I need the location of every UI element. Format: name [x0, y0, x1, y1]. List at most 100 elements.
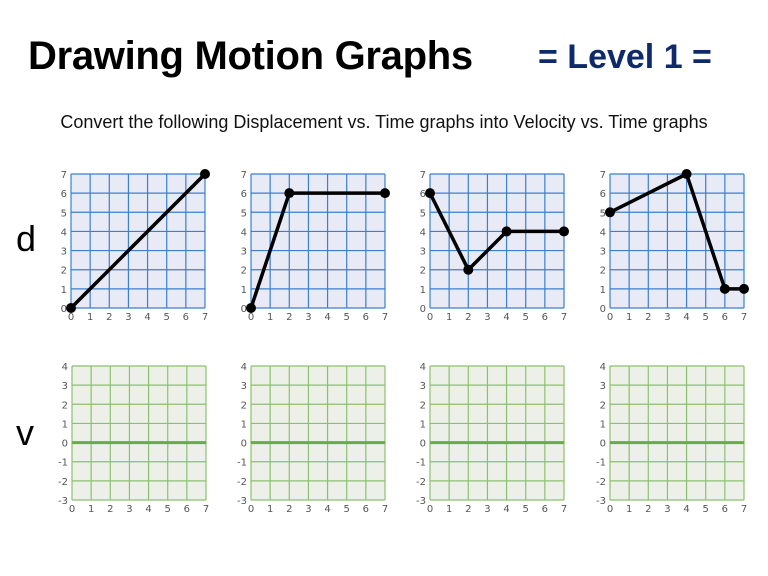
y-tick-label: 0	[61, 304, 67, 315]
y-tick-label: -3	[237, 496, 247, 507]
x-tick-label: 0	[427, 504, 433, 515]
x-tick-label: 6	[183, 312, 189, 323]
velocity-graph-1[interactable]: 0 1 2 3 4 5 6 7 -3 -2 -1 0 1 2 3 4	[58, 362, 209, 515]
velocity-graph-4[interactable]: 0 1 2 3 4 5 6 7 -3 -2 -1 0 1 2 3 4	[596, 362, 747, 515]
x-tick-label: 5	[703, 504, 709, 515]
x-tick-label: 2	[286, 312, 292, 323]
x-tick-label: 6	[542, 312, 548, 323]
y-tick-label: -2	[596, 477, 606, 488]
velocity-plot[interactable]: 0 1 2 3 4 5 6 7 -3 -2 -1 0 1 2 3 4	[596, 362, 747, 515]
displacement-plot: 0 1 2 3 4 5 6 7 0 1 2 3 4 5 6 7	[600, 169, 749, 323]
y-tick-label: 1	[600, 419, 606, 430]
data-line	[428, 192, 564, 272]
x-tick-label: 2	[465, 312, 471, 323]
x-tick-label: 2	[645, 504, 651, 515]
y-tick-label: 7	[61, 170, 67, 181]
y-tick-label: 3	[420, 381, 426, 392]
y-tick-label: 7	[600, 170, 606, 181]
x-tick-label: 0	[248, 504, 254, 515]
y-tick-label: 6	[420, 189, 426, 200]
y-tick-label: 0	[420, 439, 426, 450]
y-tick-label: 3	[241, 381, 247, 392]
y-tick-label: 0	[420, 304, 426, 315]
plot-area	[610, 366, 744, 500]
data-point	[739, 283, 749, 294]
x-tick-label: 2	[106, 312, 112, 323]
x-tick-label: 4	[144, 312, 150, 323]
y-tick-label: 4	[420, 362, 426, 373]
y-tick-label: -3	[416, 496, 426, 507]
x-tick-label: 5	[523, 312, 529, 323]
y-tick-label: 1	[62, 419, 68, 430]
x-tick-label: 7	[203, 504, 209, 515]
y-tick-label: 3	[62, 381, 68, 392]
data-point	[605, 207, 615, 218]
x-tick-label: 3	[125, 312, 131, 323]
x-tick-label: 5	[523, 504, 529, 515]
y-tick-label: 0	[241, 304, 247, 315]
y-tick-label: 1	[420, 419, 426, 430]
x-tick-label: 1	[88, 504, 94, 515]
x-tick-label: 1	[267, 504, 273, 515]
x-tick-label: 5	[165, 504, 171, 515]
x-tick-label: 0	[69, 504, 75, 515]
x-tick-label: 4	[324, 504, 330, 515]
data-point	[463, 264, 474, 275]
data-point	[719, 283, 730, 294]
y-tick-label: 3	[600, 247, 606, 258]
velocity-plot[interactable]: 0 1 2 3 4 5 6 7 -3 -2 -1 0 1 2 3 4	[237, 362, 388, 515]
x-tick-label: 1	[626, 312, 632, 323]
plot-area	[430, 366, 564, 500]
data-line	[69, 172, 207, 310]
y-tick-label: 1	[241, 285, 247, 296]
x-tick-label: 3	[484, 312, 490, 323]
displacement-graph-1: 0 1 2 3 4 5 6 7 0 1 2 3 4 5 6 7	[61, 169, 210, 323]
y-tick-label: 4	[600, 362, 606, 373]
data-point	[559, 226, 569, 237]
x-tick-label: 5	[344, 312, 350, 323]
displacement-plot: 0 1 2 3 4 5 6 7 0 1 2 3 4 5 6 7	[420, 170, 569, 323]
x-tick-label: 7	[741, 312, 747, 323]
x-tick-label: 4	[324, 312, 330, 323]
y-tick-label: 2	[420, 266, 426, 277]
x-tick-label: 0	[427, 312, 433, 323]
level-label: = Level 1 =	[538, 38, 712, 76]
y-tick-label: 2	[420, 400, 426, 411]
velocity-graph-2[interactable]: 0 1 2 3 4 5 6 7 -3 -2 -1 0 1 2 3 4	[237, 362, 388, 515]
y-tick-label: -1	[237, 458, 247, 469]
y-tick-label: 2	[600, 266, 606, 277]
x-tick-label: 2	[286, 504, 292, 515]
velocity-plot[interactable]: 0 1 2 3 4 5 6 7 -3 -2 -1 0 1 2 3 4	[416, 362, 567, 515]
y-tick-label: -2	[416, 477, 426, 488]
x-tick-label: 6	[542, 504, 548, 515]
x-tick-label: 2	[465, 504, 471, 515]
y-tick-label: 4	[62, 362, 68, 373]
x-tick-label: 3	[664, 504, 670, 515]
x-tick-label: 0	[68, 312, 74, 323]
velocity-plot[interactable]: 0 1 2 3 4 5 6 7 -3 -2 -1 0 1 2 3 4	[58, 362, 209, 515]
x-tick-label: 7	[382, 312, 388, 323]
y-tick-label: 6	[61, 189, 67, 200]
y-tick-label: 0	[600, 304, 606, 315]
displacement-plot: 0 1 2 3 4 5 6 7 0 1 2 3 4 5 6 7	[241, 170, 390, 323]
x-tick-label: 3	[484, 504, 490, 515]
y-tick-label: 2	[241, 266, 247, 277]
y-tick-label: 3	[420, 247, 426, 258]
y-tick-label: 1	[600, 285, 606, 296]
velocity-graph-3[interactable]: 0 1 2 3 4 5 6 7 -3 -2 -1 0 1 2 3 4	[416, 362, 567, 515]
y-tick-label: -3	[58, 496, 68, 507]
x-tick-label: 2	[645, 312, 651, 323]
y-tick-label: 1	[420, 285, 426, 296]
y-tick-label: 2	[600, 400, 606, 411]
y-tick-label: 0	[600, 439, 606, 450]
x-tick-label: 7	[382, 504, 388, 515]
y-tick-label: -1	[596, 458, 606, 469]
x-tick-label: 1	[446, 504, 452, 515]
y-tick-label: 2	[61, 266, 67, 277]
x-tick-label: 4	[683, 504, 689, 515]
y-tick-label: 3	[61, 247, 67, 258]
instructions: Convert the following Displacement vs. T…	[60, 112, 708, 132]
y-tick-label: 2	[241, 400, 247, 411]
x-tick-label: 7	[741, 504, 747, 515]
plot-area	[251, 366, 385, 500]
